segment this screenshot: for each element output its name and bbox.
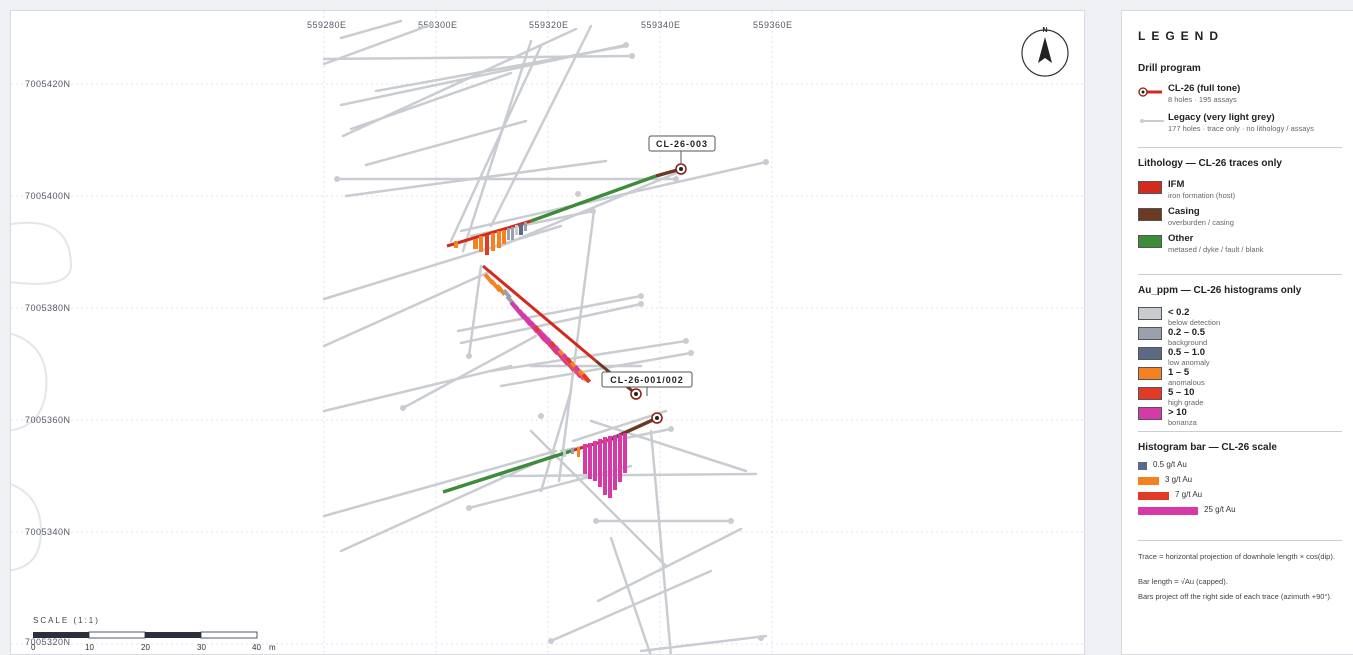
cl26-line-icon (1138, 87, 1162, 97)
cl26-collars[interactable] (630, 163, 687, 424)
divider (1138, 431, 1342, 432)
legend-sublabel: 8 holes · 195 assays (1168, 95, 1237, 104)
legend-panel: LEGEND Drill program CL-26 (full tone) 8… (1121, 10, 1353, 655)
northing-label: 7005380N (25, 303, 71, 313)
histogram-bar (1138, 477, 1159, 485)
color-swatch (1138, 347, 1162, 360)
histogram-cl26-003 (454, 222, 527, 255)
northing-label: 7005340N (25, 527, 71, 537)
easting-label: 559280E (307, 20, 347, 30)
divider (1138, 147, 1342, 148)
section-heading: Histogram bar — CL-26 scale (1138, 442, 1277, 453)
legend-label: Other (1168, 233, 1194, 244)
watermark (11, 221, 73, 572)
scale-tick: 10 (85, 643, 94, 652)
grid (11, 11, 1084, 654)
legend-sublabel: anomalous (1168, 378, 1205, 387)
legend-label: CL-26 (full tone) (1168, 83, 1241, 94)
scale-bar: SCALE (1:1) 0 10 20 30 40 m (31, 616, 276, 652)
scale-tick: 40 (252, 643, 261, 652)
color-swatch (1138, 407, 1162, 420)
divider (1138, 274, 1342, 275)
northing-label: 7005360N (25, 415, 71, 425)
histogram-bar-label: 25 g/t Au (1204, 505, 1236, 514)
scale-title: SCALE (1:1) (33, 616, 100, 625)
note: Bars project off the right side of each … (1138, 592, 1333, 601)
northing-label: 7005420N (25, 79, 71, 89)
scale-tick: 30 (197, 643, 206, 652)
legend-label: > 10 (1168, 407, 1187, 418)
note: Trace = horizontal projection of downhol… (1138, 552, 1335, 561)
northing-label: 7005320N (25, 637, 71, 647)
callout-label: CL-26-003 (656, 139, 708, 149)
callout-cl26-001-002[interactable]: CL-26-001/002 (601, 371, 693, 396)
legend-sublabel: overburden / casing (1168, 218, 1234, 227)
histogram-cl26-south (563, 433, 627, 498)
histogram-bar-label: 3 g/t Au (1165, 475, 1193, 484)
legend-label: IFM (1168, 179, 1185, 190)
histogram-bar (1138, 492, 1169, 500)
section-heading: Au_ppm — CL-26 histograms only (1138, 285, 1302, 296)
color-swatch (1138, 327, 1162, 340)
color-swatch (1138, 367, 1162, 380)
legend-sublabel: 177 holes · trace only · no lithology / … (1168, 124, 1314, 133)
legend-sublabel: below detection (1168, 318, 1221, 327)
easting-label: 559320E (529, 20, 569, 30)
color-swatch (1138, 208, 1162, 221)
legend-sublabel: low anomaly (1168, 358, 1210, 367)
callout-cl26-003[interactable]: CL-26-003 (648, 135, 716, 163)
northing-label: 7005400N (25, 191, 71, 201)
histogram-cl26-001-002 (483, 273, 592, 384)
legend-label: Legacy (very light grey) (1168, 112, 1275, 123)
section-heading: Lithology — CL-26 traces only (1138, 158, 1282, 169)
legend-label: 0.2 – 0.5 (1168, 327, 1205, 338)
legacy-collars (334, 42, 769, 644)
legend-sublabel: metased / dyke / fault / blank (1168, 245, 1264, 254)
callout-label: CL-26-001/002 (610, 375, 684, 385)
map-panel[interactable]: 559280E 559300E 559320E 559340E 559360E … (10, 10, 1085, 655)
scale-tick: 20 (141, 643, 150, 652)
north-label: N (1042, 27, 1047, 34)
color-swatch (1138, 235, 1162, 248)
legend-label: 1 – 5 (1168, 367, 1190, 378)
legacy-line-icon (1140, 119, 1164, 123)
color-swatch (1138, 387, 1162, 400)
legend-label: Casing (1168, 206, 1200, 217)
histogram-bar (1138, 462, 1147, 470)
legend-sublabel: high grade (1168, 398, 1204, 407)
legend-sublabel: iron formation (host) (1168, 191, 1236, 200)
legend-sublabel: bonanza (1168, 418, 1197, 427)
histogram-bar-label: 0.5 g/t Au (1153, 460, 1187, 469)
map-canvas[interactable]: 559280E 559300E 559320E 559340E 559360E … (11, 11, 1085, 655)
legend-sublabel: background (1168, 338, 1208, 347)
note: Bar length = √Au (capped). (1138, 577, 1228, 586)
color-swatch (1138, 307, 1162, 320)
easting-label: 559360E (753, 20, 793, 30)
histogram-bar (1138, 507, 1198, 515)
legend-label: < 0.2 (1168, 307, 1190, 318)
legend-label: 0.5 – 1.0 (1168, 347, 1205, 358)
histogram-bar-label: 7 g/t Au (1175, 490, 1203, 499)
scale-tick: 0 (31, 643, 36, 652)
color-swatch (1138, 181, 1162, 194)
divider (1138, 540, 1342, 541)
scale-unit: m (269, 643, 276, 652)
section-heading: Drill program (1138, 63, 1201, 74)
legend-label: 5 – 10 (1168, 387, 1195, 398)
legend-title: LEGEND (1138, 29, 1225, 43)
north-arrow-icon: N (1021, 27, 1069, 77)
easting-label: 559340E (641, 20, 681, 30)
easting-label: 559300E (418, 20, 458, 30)
